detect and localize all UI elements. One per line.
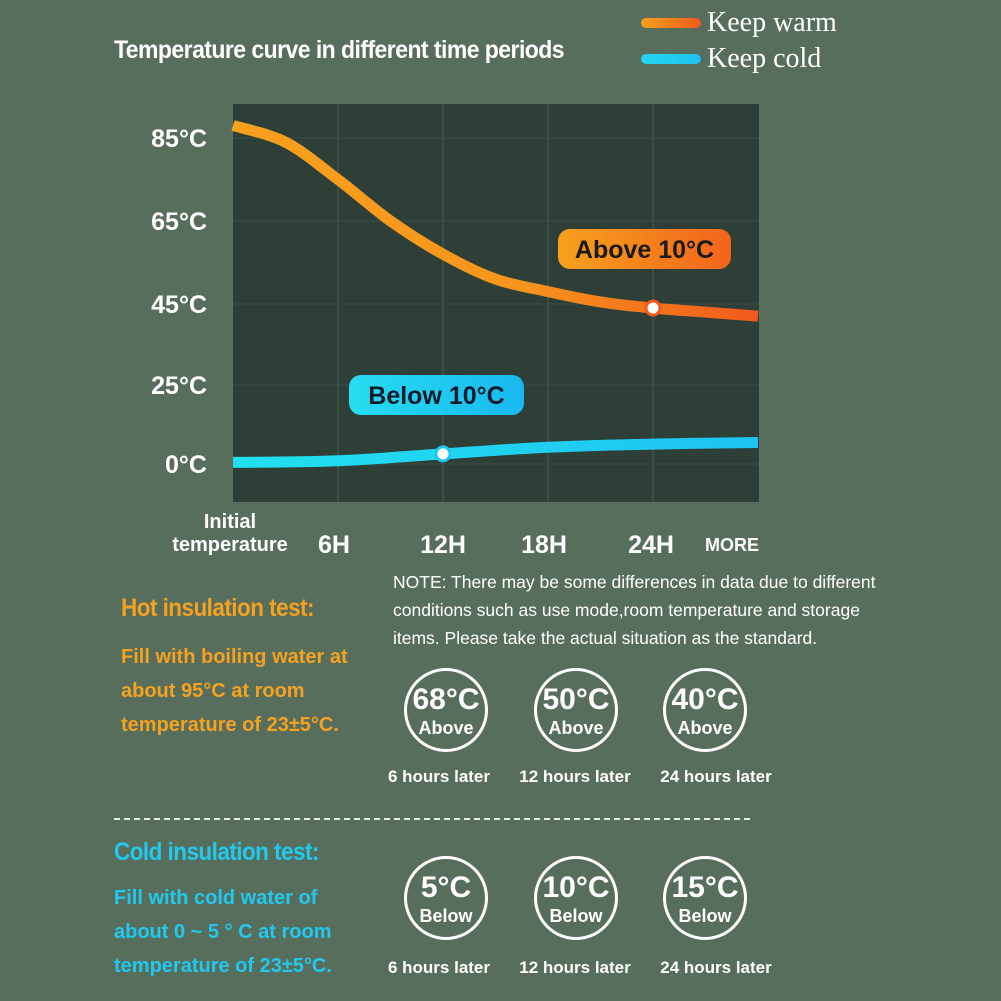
hot-badge-12h: 50°C Above <box>534 668 618 752</box>
cold-badge-24h-temp: 15°C <box>671 871 739 904</box>
series-line-keep-cold <box>232 437 759 468</box>
cold-badge-24h-word: Below <box>678 906 732 926</box>
hot-time-label-6h: 6 hours later <box>387 767 491 786</box>
annotation-above-10c: Above 10°C <box>558 229 731 269</box>
cold-badge-12h-word: Below <box>549 906 603 926</box>
line-chart: 85°C 65°C 45°C 25°C 0°C Initial temperature 6H… <box>151 104 759 559</box>
hot-badge-12h-temp: 50°C <box>542 683 610 716</box>
legend-swatch-keep-warm <box>641 18 701 28</box>
note-line-3: items. Please take the actual situation … <box>393 628 818 648</box>
hot-test-desc-line-3: temperature of 23±5°C. <box>121 714 339 736</box>
x-tick-label-1: Initial temperature <box>172 511 288 556</box>
legend-item-keep-warm: Keep warm <box>641 5 837 41</box>
cold-badge-12h-temp: 10°C <box>542 871 610 904</box>
cold-test-desc-line-1: Fill with cold water of <box>114 887 318 909</box>
annotation-above-10c-label: Above 10°C <box>575 236 714 264</box>
x-tick-label-4: 18H <box>521 531 567 559</box>
hot-test-desc-line-2: about 95°C at room <box>121 680 305 702</box>
series-marker-keep-warm <box>644 299 662 317</box>
hot-badge-6h-word: Above <box>418 718 474 738</box>
x-tick-label-3: 12H <box>420 531 466 559</box>
hot-badge-6h-temp: 68°C <box>412 683 480 716</box>
legend-label-keep-cold: Keep cold <box>707 43 822 74</box>
annotation-below-10c: Below 10°C <box>349 375 524 415</box>
hot-badge-24h: 40°C Above <box>663 668 747 752</box>
hot-test-desc-line-1: Fill with boiling water at <box>121 646 348 668</box>
hot-badge-24h-temp: 40°C <box>671 683 739 716</box>
annotation-above-10c-pill <box>558 229 731 269</box>
hot-test-heading: Hot insulation test: <box>121 594 314 622</box>
section-divider <box>114 818 750 820</box>
cold-test-desc-line-2: about 0 ~ 5 ° C at room <box>114 921 332 943</box>
cold-time-label-6h: 6 hours later <box>387 958 491 977</box>
hot-badge-6h: 68°C Above <box>404 668 488 752</box>
series-line-keep-warm <box>231 120 759 322</box>
y-tick-label-1: 85°C <box>151 125 207 153</box>
annotation-below-10c-label: Below 10°C <box>368 382 504 410</box>
series-marker-keep-cold <box>434 445 452 463</box>
cold-badge-6h-temp: 5°C <box>420 871 472 904</box>
y-tick-label-2: 65°C <box>151 208 207 236</box>
cold-time-label-24h: 24 hours later <box>660 958 772 977</box>
cold-badge-6h-word: Below <box>419 906 473 926</box>
hot-badge-24h-word: Above <box>677 718 733 738</box>
hot-time-label-12h: 12 hours later <box>519 767 631 786</box>
annotation-below-10c-pill <box>349 375 524 415</box>
hot-badge-12h-word: Above <box>548 718 604 738</box>
cold-badge-6h: 5°C Below <box>404 856 488 940</box>
x-tick-label-2: 6H <box>318 531 350 559</box>
cold-badge-12h: 10°C Below <box>534 856 618 940</box>
y-tick-label-3: 45°C <box>151 291 207 319</box>
cold-test-heading: Cold insulation test: <box>114 838 319 866</box>
x-tick-label-6: MORE <box>705 535 759 555</box>
legend-swatch-keep-cold <box>641 54 701 64</box>
legend-label-keep-warm: Keep warm <box>707 7 837 38</box>
y-tick-label-5: 0°C <box>165 451 207 479</box>
note-line-2: conditions such as use mode,room tempera… <box>393 600 860 620</box>
cold-badge-24h: 15°C Below <box>663 856 747 940</box>
x-tick-label-5: 24H <box>628 531 674 559</box>
note-line-1: NOTE: There may be some differences in d… <box>393 572 876 592</box>
cold-time-label-12h: 12 hours later <box>519 958 631 977</box>
y-tick-label-4: 25°C <box>151 372 207 400</box>
hot-time-label-24h: 24 hours later <box>660 767 772 786</box>
legend-item-keep-cold: Keep cold <box>641 41 821 77</box>
cold-test-desc-line-3: temperature of 23±5°C. <box>114 955 332 977</box>
chart-title: Temperature curve in different time peri… <box>114 36 565 64</box>
